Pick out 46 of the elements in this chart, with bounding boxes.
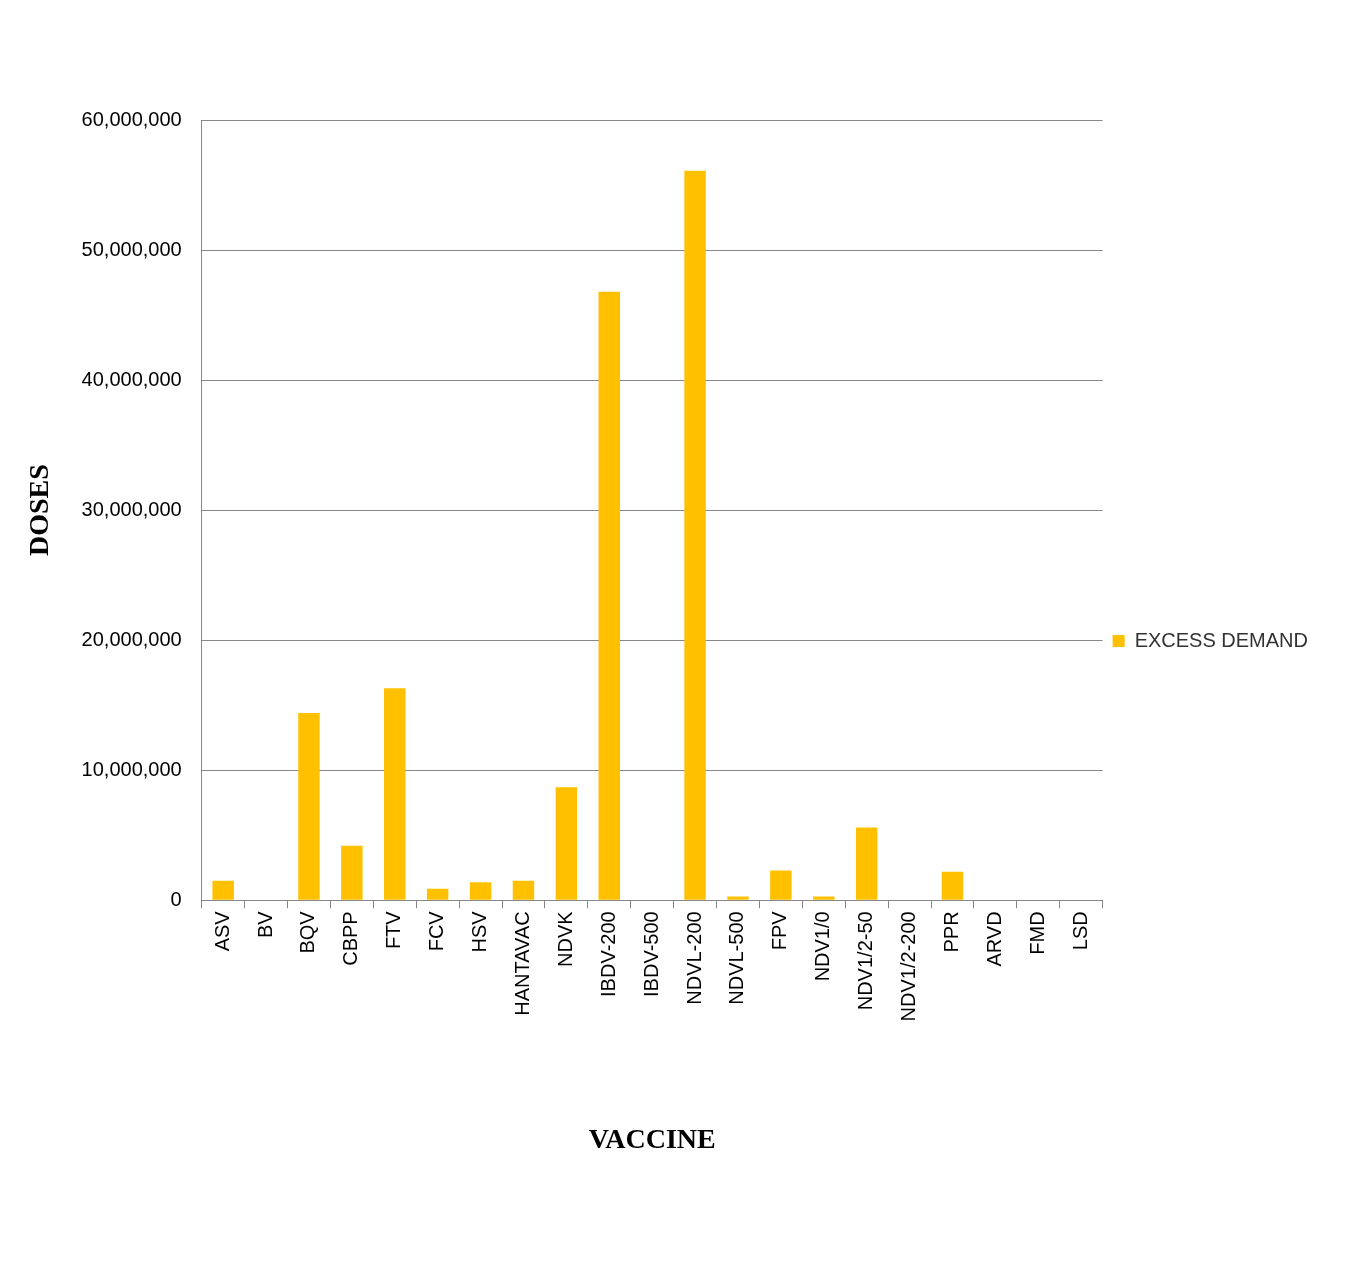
x-tick-label: NDVL-500 bbox=[725, 911, 748, 1005]
y-tick-label: 40,000,000 bbox=[81, 367, 182, 390]
x-tick-label: FTV bbox=[382, 910, 405, 950]
x-tick-label: HSV bbox=[468, 910, 491, 953]
bar bbox=[684, 170, 706, 900]
bar bbox=[512, 880, 535, 900]
x-tick-label: FPV bbox=[768, 910, 791, 951]
x-axis-title: VACCINE bbox=[588, 1123, 716, 1155]
bar bbox=[555, 787, 578, 900]
x-tick-label: FCV bbox=[425, 910, 448, 952]
bar bbox=[426, 888, 449, 900]
y-tick-label: 50,000,000 bbox=[81, 237, 182, 260]
y-tick-label: 60,000,000 bbox=[81, 107, 182, 130]
y-tick-label: 30,000,000 bbox=[81, 497, 182, 520]
bar bbox=[941, 871, 964, 900]
bar bbox=[727, 896, 749, 900]
x-tick-label: FMD bbox=[1025, 911, 1048, 955]
legend-label: EXCESS DEMAND bbox=[1134, 628, 1309, 651]
x-tick-label: BV bbox=[253, 910, 276, 939]
bar bbox=[813, 896, 835, 900]
bar bbox=[469, 882, 492, 900]
x-tick-label: LSD bbox=[1068, 911, 1091, 951]
y-axis-title: DOSES bbox=[23, 464, 55, 557]
x-tick-label: IBDV-500 bbox=[639, 911, 662, 997]
bar bbox=[298, 713, 320, 900]
x-tick-label: NDV1/0 bbox=[811, 911, 834, 982]
x-tick-label: NDVL-200 bbox=[682, 911, 705, 1005]
y-tick-label: 10,000,000 bbox=[81, 757, 182, 780]
bar bbox=[341, 845, 363, 900]
x-tick-label: BQV bbox=[296, 910, 319, 954]
bar bbox=[770, 870, 792, 900]
x-tick-label: NDVK bbox=[553, 910, 576, 967]
bar bbox=[384, 688, 406, 900]
x-tick-label: NDV1/2-200 bbox=[897, 911, 920, 1022]
x-tick-label: PPR bbox=[939, 911, 962, 953]
x-tick-label: CBPP bbox=[339, 911, 362, 966]
x-tick-label: ASV bbox=[210, 910, 233, 952]
bar bbox=[855, 827, 878, 900]
x-tick-label: ARVD bbox=[982, 911, 1005, 967]
y-tick-label: 0 bbox=[170, 887, 182, 910]
x-tick-label: IBDV-200 bbox=[596, 911, 619, 997]
bar bbox=[598, 291, 620, 900]
x-tick-label: HANTAVAC bbox=[510, 911, 533, 1016]
x-tick-label: NDV1/2-50 bbox=[854, 911, 877, 1011]
bar bbox=[212, 880, 234, 900]
y-tick-label: 20,000,000 bbox=[81, 627, 182, 650]
